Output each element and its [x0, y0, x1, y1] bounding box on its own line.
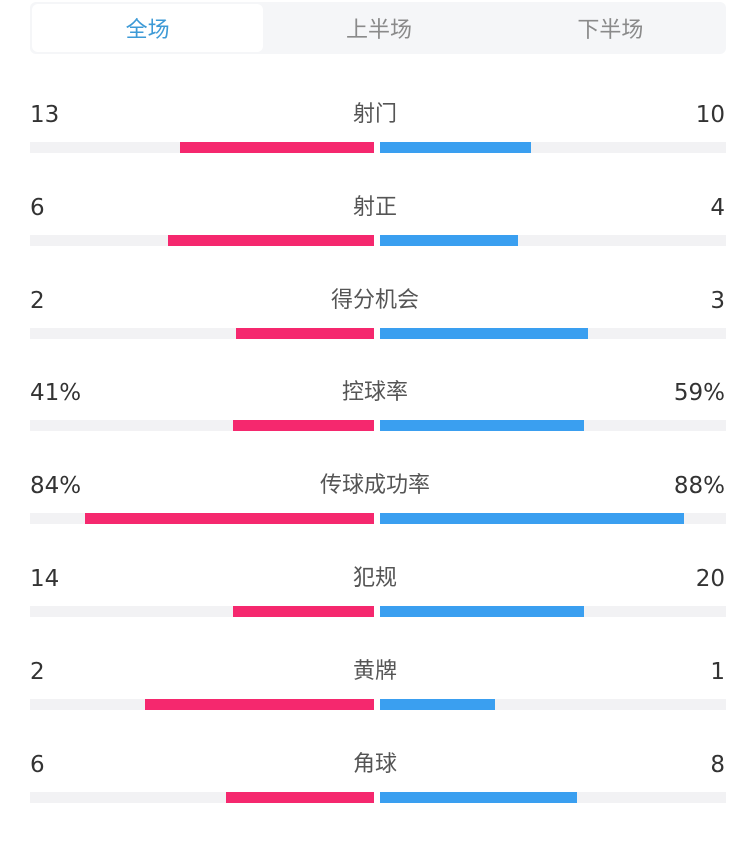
- stat-row: 2 黄牌 1: [0, 657, 750, 750]
- stat-row: 13 射门 10: [0, 100, 750, 193]
- away-value: 1: [710, 658, 725, 685]
- stat-row: 84% 传球成功率 88%: [0, 471, 750, 564]
- stat-label: 射正: [352, 194, 397, 220]
- stat-label: 射门: [352, 102, 397, 127]
- away-value: 20: [695, 566, 725, 592]
- away-bar-fill: [380, 513, 685, 525]
- away-bar-fill: [380, 327, 588, 339]
- home-bar-fill: [167, 234, 374, 246]
- tab-first-half[interactable]: 上半场: [345, 18, 412, 43]
- away-bar-track: [380, 791, 726, 803]
- home-bar-fill: [179, 142, 374, 153]
- away-value: 10: [695, 102, 725, 128]
- away-bar-track: [380, 420, 726, 432]
- home-bar-track: [30, 606, 374, 617]
- stat-label: 传球成功率: [319, 473, 430, 499]
- tab-second-half[interactable]: 下半场: [577, 18, 644, 43]
- period-tabs: 全场 上半场 下半场: [30, 2, 726, 54]
- stat-label: 得分机会: [330, 287, 419, 313]
- away-value: 88%: [673, 473, 725, 500]
- home-value: 13: [30, 102, 60, 128]
- home-bar-fill: [232, 420, 374, 432]
- away-bar-track: [380, 234, 726, 246]
- away-bar-fill: [380, 698, 496, 710]
- home-value: 6: [30, 194, 45, 221]
- stat-row: 41% 控球率 59%: [0, 378, 750, 471]
- away-bar-fill: [380, 420, 585, 432]
- tab-full-match[interactable]: 全场: [32, 4, 264, 52]
- away-bar-track: [380, 698, 726, 710]
- home-bar-track: [30, 420, 374, 432]
- stat-row: 6 射正 4: [0, 193, 750, 286]
- away-value: 3: [710, 287, 725, 314]
- home-value: 2: [30, 658, 45, 685]
- home-bar-track: [30, 791, 374, 803]
- home-bar-track: [30, 142, 374, 153]
- home-bar-track: [30, 698, 374, 710]
- away-bar-track: [380, 142, 726, 153]
- away-bar-fill: [380, 234, 519, 246]
- home-value: 14: [30, 566, 60, 592]
- home-value: 6: [30, 751, 45, 778]
- home-value: 2: [30, 287, 45, 314]
- away-bar-track: [380, 327, 726, 339]
- home-bar-fill: [232, 606, 374, 617]
- away-value: 4: [710, 194, 725, 221]
- away-bar-track: [380, 513, 726, 525]
- away-bar-fill: [380, 606, 585, 617]
- stat-row: 14 犯规 20: [0, 564, 750, 657]
- home-bar-fill: [85, 513, 374, 525]
- stat-label: 角球: [352, 751, 397, 777]
- home-bar-track: [30, 327, 374, 339]
- stat-label: 黄牌: [352, 658, 397, 684]
- home-value: 84%: [30, 473, 82, 500]
- home-bar-track: [30, 234, 374, 246]
- stat-label: 犯规: [352, 566, 397, 591]
- away-value: 8: [710, 751, 725, 778]
- stat-row: 6 角球 8: [0, 750, 750, 843]
- home-bar-fill: [226, 791, 374, 803]
- stat-row: 2 得分机会 3: [0, 286, 750, 379]
- home-value: 41%: [30, 380, 82, 407]
- home-bar-fill: [236, 327, 374, 339]
- away-bar-fill: [380, 142, 531, 153]
- away-bar-track: [380, 606, 726, 617]
- away-bar-fill: [380, 791, 578, 803]
- home-bar-track: [30, 513, 374, 525]
- away-value: 59%: [673, 380, 725, 407]
- stat-label: 控球率: [341, 380, 408, 406]
- home-bar-fill: [144, 698, 374, 710]
